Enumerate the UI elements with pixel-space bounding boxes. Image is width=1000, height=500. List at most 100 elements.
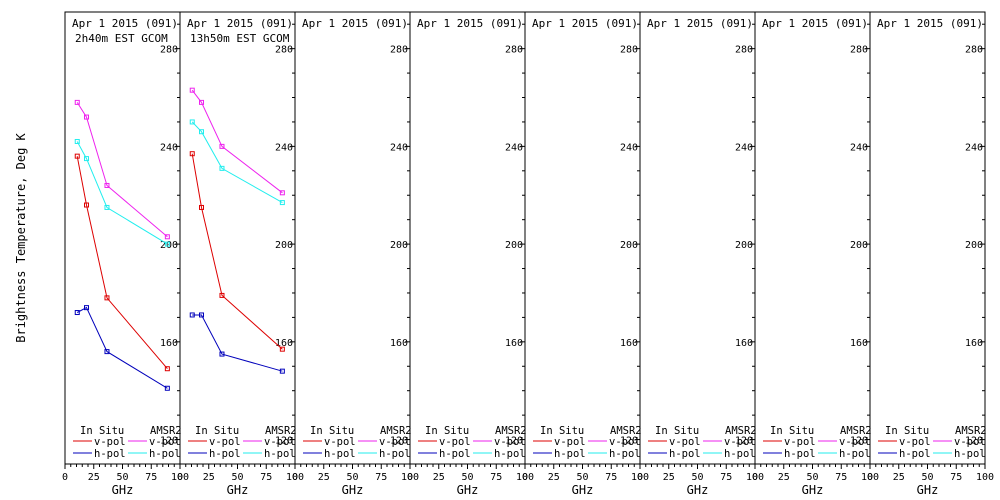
legend-label-amsr2-vpol: v-pol xyxy=(839,436,871,448)
legend-label-amsr2-hpol: h-pol xyxy=(379,448,411,460)
panel-title: Apr 1 2015 (091) xyxy=(187,17,293,30)
legend-label-amsr2-vpol: v-pol xyxy=(609,436,641,448)
panel-3: Apr 1 2015 (091) 120 160 200 240 280 0 25 50 75 10… xyxy=(292,11,419,497)
y-tick-label: 200 xyxy=(390,240,408,251)
legend-label-in-situ-vpol: v-pol xyxy=(784,436,816,448)
x-tick-label: 100 xyxy=(746,472,764,483)
legend-label-in-situ-hpol: h-pol xyxy=(439,448,471,460)
x-tick-label: 75 xyxy=(260,472,272,483)
data-point-in-situ-v xyxy=(164,366,170,372)
x-axis-label: GHz xyxy=(802,483,824,497)
legend-label-in-situ-vpol: v-pol xyxy=(554,436,586,448)
y-tick-label: 120 xyxy=(275,436,293,447)
x-tick-label: 100 xyxy=(401,472,419,483)
data-point-in-situ-h xyxy=(279,368,285,374)
y-tick-label: 120 xyxy=(160,436,178,447)
data-point-in-situ-v xyxy=(104,295,110,301)
data-point-amsr2-h xyxy=(219,165,225,171)
legend-in-situ-header: In Situ xyxy=(540,425,584,437)
panel-6: Apr 1 2015 (091) 120 160 200 240 280 0 25 50 75 10… xyxy=(637,11,764,497)
panel-4: Apr 1 2015 (091) 120 160 200 240 280 0 25 50 75 10… xyxy=(407,11,534,497)
data-point-amsr2-v xyxy=(219,143,225,149)
panel-title: Apr 1 2015 (091) xyxy=(877,17,983,30)
x-tick-label: 0 xyxy=(522,472,528,483)
x-tick-label: 75 xyxy=(720,472,732,483)
legend-amsr2-header: AMSR2 xyxy=(380,425,412,437)
legend-in-situ-header: In Situ xyxy=(310,425,354,437)
x-tick-label: 0 xyxy=(752,472,758,483)
y-tick-label: 240 xyxy=(850,142,868,153)
panel-frame xyxy=(294,11,411,465)
panel-title: Apr 1 2015 (091) xyxy=(762,17,868,30)
panel-5: Apr 1 2015 (091) 120 160 200 240 280 0 25 50 75 10… xyxy=(522,11,649,497)
y-tick-label: 240 xyxy=(965,142,983,153)
x-tick-label: 100 xyxy=(171,472,189,483)
x-axis-label: GHz xyxy=(687,483,709,497)
y-tick-label: 200 xyxy=(505,240,523,251)
x-tick-label: 100 xyxy=(976,472,994,483)
data-point-in-situ-h xyxy=(199,312,205,318)
chart-panels: Apr 1 2015 (091) 2h40m EST GCOM 120 160 200 2… xyxy=(62,11,994,497)
panel-frame xyxy=(64,11,181,465)
x-tick-label: 25 xyxy=(318,472,330,483)
y-tick-label: 120 xyxy=(390,436,408,447)
x-tick-label: 50 xyxy=(116,472,128,483)
series-line-amsr2-v xyxy=(191,89,283,194)
legend-label-amsr2-hpol: h-pol xyxy=(839,448,871,460)
data-point-in-situ-h xyxy=(164,385,170,391)
y-tick-label: 240 xyxy=(620,142,638,153)
legend-in-situ-header: In Situ xyxy=(80,425,124,437)
series-line-in-situ-h xyxy=(76,306,168,389)
x-tick-label: 25 xyxy=(663,472,675,483)
series-line-in-situ-h xyxy=(192,314,283,372)
y-tick-label: 280 xyxy=(735,45,753,56)
panel-frame xyxy=(524,11,641,465)
y-tick-label: 160 xyxy=(965,338,983,349)
data-point-in-situ-h xyxy=(104,349,110,355)
x-axis-label: GHz xyxy=(227,483,249,497)
x-tick-label: 0 xyxy=(407,472,413,483)
y-tick-label: 200 xyxy=(850,240,868,251)
panel-frame xyxy=(639,11,756,465)
series-line-in-situ-v xyxy=(191,153,283,350)
legend-in-situ-header: In Situ xyxy=(655,425,699,437)
y-tick-label: 120 xyxy=(620,436,638,447)
legend-label-in-situ-vpol: v-pol xyxy=(209,436,241,448)
legend-amsr2-header: AMSR2 xyxy=(150,425,182,437)
panel-title: Apr 1 2015 (091) xyxy=(72,17,178,30)
x-tick-label: 25 xyxy=(88,472,100,483)
x-axis-label: GHz xyxy=(457,483,479,497)
legend-label-amsr2-vpol: v-pol xyxy=(149,436,181,448)
x-tick-label: 0 xyxy=(177,472,183,483)
x-tick-label: 25 xyxy=(203,472,215,483)
legend-label-in-situ-vpol: v-pol xyxy=(669,436,701,448)
x-tick-label: 75 xyxy=(950,472,962,483)
panel-title: Apr 1 2015 (091) xyxy=(647,17,753,30)
y-tick-label: 280 xyxy=(850,45,868,56)
legend-label-in-situ-vpol: v-pol xyxy=(899,436,931,448)
y-tick-label: 280 xyxy=(275,45,293,56)
series-line-amsr2-h xyxy=(191,121,283,204)
legend-label-amsr2-hpol: h-pol xyxy=(724,448,756,460)
x-tick-label: 75 xyxy=(605,472,617,483)
y-tick-label: 240 xyxy=(275,142,293,153)
legend-in-situ-header: In Situ xyxy=(425,425,469,437)
panel-7: Apr 1 2015 (091) 120 160 200 240 280 0 25 50 75 10… xyxy=(752,11,879,497)
y-tick-label: 240 xyxy=(505,142,523,153)
data-point-amsr2-v xyxy=(104,182,110,188)
data-point-amsr2-v xyxy=(199,99,205,105)
y-tick-label: 280 xyxy=(965,45,983,56)
y-tick-label: 160 xyxy=(735,338,753,349)
x-tick-label: 50 xyxy=(691,472,703,483)
legend-label-amsr2-hpol: h-pol xyxy=(954,448,986,460)
x-axis-label: GHz xyxy=(917,483,939,497)
y-tick-label: 200 xyxy=(275,240,293,251)
panel-subtitle: 13h50m EST GCOM xyxy=(190,32,290,45)
legend-label-amsr2-hpol: h-pol xyxy=(264,448,296,460)
x-axis-label: GHz xyxy=(572,483,594,497)
